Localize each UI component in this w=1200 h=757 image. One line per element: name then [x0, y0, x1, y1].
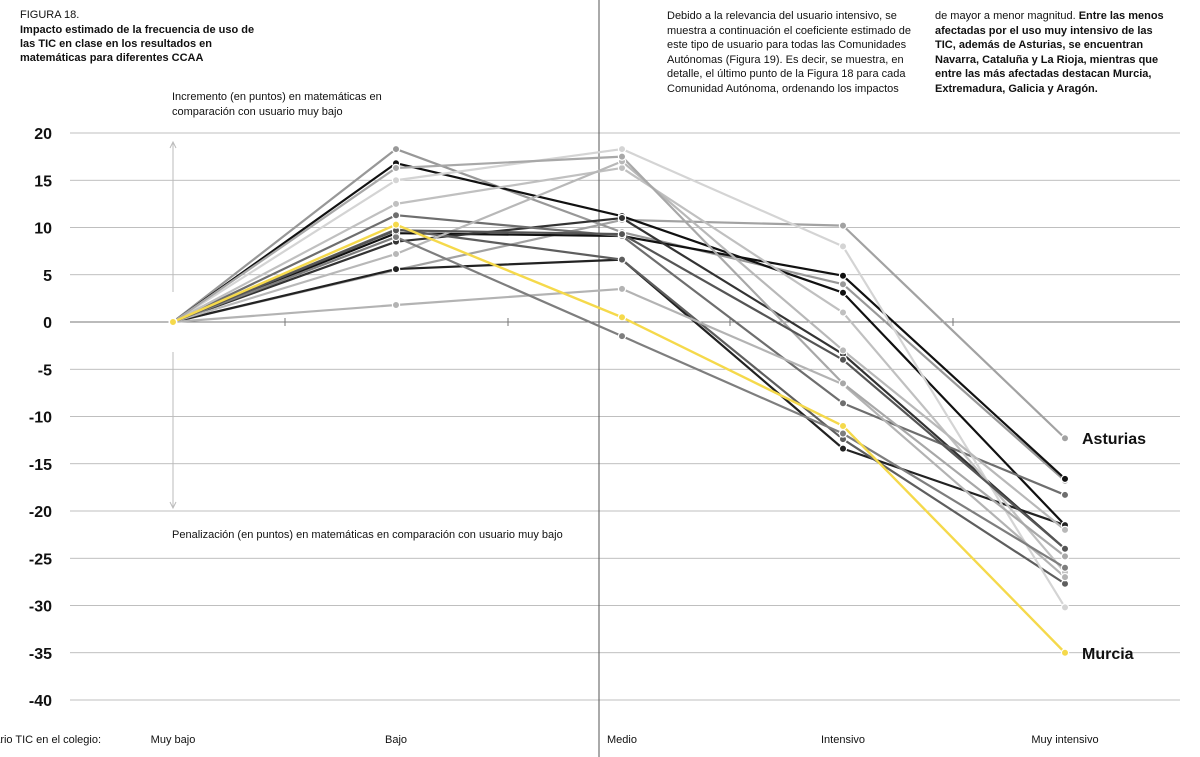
data-point-murcia [391, 220, 401, 229]
up-arrow-head [169, 140, 177, 149]
data-point [838, 355, 848, 364]
penalty-annotation: Penalización (en puntos) en matemáticas … [172, 529, 563, 541]
data-point [838, 444, 848, 453]
data-point-asturias [1060, 434, 1070, 443]
down-arrow-head [169, 501, 177, 510]
data-point [838, 346, 848, 355]
data-point [617, 255, 627, 264]
series-label-asturias: Asturias [1082, 431, 1146, 448]
data-point [617, 152, 627, 161]
data-point-asturias [838, 221, 848, 230]
y-tick-label: 20 [34, 126, 52, 143]
data-point [838, 429, 848, 438]
data-point [1060, 525, 1070, 535]
data-point [391, 264, 401, 274]
y-tick-label: -40 [29, 693, 52, 710]
figure-label: FIGURA 18. [20, 9, 80, 21]
data-point [617, 284, 627, 294]
data-point [391, 300, 401, 310]
data-point [391, 211, 401, 220]
data-point [617, 229, 627, 239]
series-line [172, 258, 1066, 527]
data-point [838, 280, 848, 289]
data-point [1060, 544, 1070, 554]
data-point [1060, 490, 1070, 500]
series-line-asturias [172, 218, 1066, 440]
data-point [391, 163, 401, 173]
data-point-murcia [838, 421, 848, 431]
y-tick-label: 10 [34, 221, 52, 238]
x-axis-title: uario TIC en el colegio: [0, 734, 101, 746]
data-point [391, 176, 401, 185]
y-tick-label: -20 [29, 504, 52, 521]
y-tick-label: -5 [38, 362, 52, 379]
body-paragraph-2-bold: Entre las menos afectadas por el uso muy… [935, 10, 1164, 95]
y-tick-label: -35 [29, 646, 52, 663]
x-tick-label: Bajo [385, 734, 407, 746]
x-tick-label: Intensivo [821, 734, 865, 746]
y-tick-label: -10 [29, 410, 52, 427]
data-point [838, 242, 848, 251]
data-point [1060, 572, 1070, 582]
y-tick-label: -30 [29, 599, 52, 616]
data-point [838, 308, 848, 317]
data-point-murcia [168, 317, 178, 327]
data-point-murcia [1060, 648, 1070, 657]
y-tick-label: -15 [29, 457, 52, 474]
data-point [617, 144, 627, 154]
data-point [391, 144, 401, 154]
data-point [617, 213, 627, 223]
data-point [838, 379, 848, 388]
x-tick-label: Muy bajo [151, 734, 196, 746]
data-point [391, 199, 401, 209]
increment-annotation: Incremento (en puntos) en matemáticas en… [172, 91, 382, 118]
figure-title: Impacto estimado de la frecuencia de uso… [20, 24, 255, 64]
data-point [1060, 603, 1070, 612]
y-tick-label: -25 [29, 551, 52, 568]
body-paragraph-2: de mayor a menor magnitud. Entre las men… [935, 9, 1165, 96]
y-tick-label: 5 [43, 268, 52, 285]
data-point [838, 288, 848, 297]
data-point [838, 271, 848, 280]
data-point [391, 249, 401, 259]
data-point [1060, 563, 1070, 572]
body-paragraph-2-lead: de mayor a menor magnitud. [935, 10, 1079, 22]
data-point [838, 399, 848, 408]
data-point [617, 331, 627, 341]
data-point [1060, 474, 1070, 484]
y-tick-label: 0 [43, 315, 52, 332]
y-tick-label: 15 [34, 173, 52, 190]
x-tick-label: Muy intensivo [1031, 734, 1098, 746]
data-point-murcia [617, 313, 627, 322]
x-tick-label: Medio [607, 734, 637, 746]
data-point [1060, 552, 1070, 561]
body-paragraph-1: Debido a la relevancia del usuario inten… [667, 10, 911, 95]
series-label-murcia: Murcia [1082, 646, 1134, 663]
